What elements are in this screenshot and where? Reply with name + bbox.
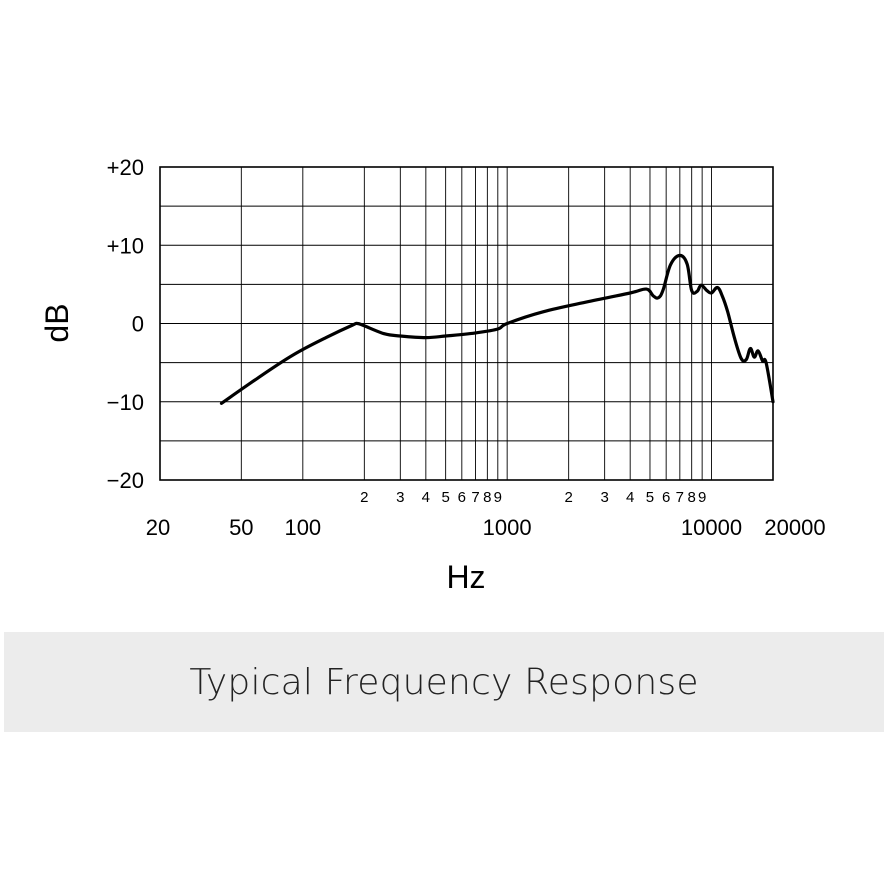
plot-frame: [159, 166, 774, 481]
x-minor-tick-label: 5: [441, 489, 449, 506]
x-minor-tick-label: 5: [646, 489, 654, 506]
x-minor-tick-label: 3: [396, 489, 404, 506]
x-tick-label: 10000: [681, 515, 742, 540]
y-tick-label: +20: [107, 155, 144, 180]
x-minor-tick-label: 4: [626, 489, 634, 506]
x-minor-tick-label: 3: [600, 489, 608, 506]
x-tick-label: 20000: [764, 515, 825, 540]
caption: Typical Frequency Response: [189, 661, 699, 703]
x-minor-tick-label: 8: [688, 489, 696, 506]
x-tick-label: 20: [146, 515, 170, 540]
x-tick-label: 1000: [483, 515, 532, 540]
x-minor-tick-label: 7: [676, 489, 684, 506]
x-minor-tick-label: 4: [422, 489, 430, 506]
x-tick-label: 50: [229, 515, 253, 540]
x-minor-tick-label: 9: [698, 489, 706, 506]
x-minor-tick-label: 7: [471, 489, 479, 506]
y-tick-label: +10: [107, 233, 144, 258]
x-minor-tick-label: 8: [483, 489, 491, 506]
x-minor-tick-label: 9: [494, 489, 502, 506]
x-minor-tick-label: 2: [360, 489, 368, 506]
x-major-tick-labels: 20 50 100 1000 10000 20000: [146, 515, 826, 540]
x-minor-tick-label: 6: [458, 489, 466, 506]
y-tick-labels: +20 +10 0 −10 −20: [107, 155, 144, 493]
response-curve: [219, 253, 775, 405]
x-minor-tick-label: 6: [662, 489, 670, 506]
y-tick-label: 0: [132, 312, 144, 337]
x-axis-label: Hz: [446, 559, 485, 595]
x-minor-tick-label: 2: [564, 489, 572, 506]
y-tick-label: −10: [107, 390, 144, 415]
y-tick-label: −20: [107, 468, 144, 493]
x-tick-label: 100: [284, 515, 321, 540]
caption-bar: Typical Frequency Response: [4, 632, 884, 732]
grid: [160, 166, 773, 481]
y-axis-label: dB: [39, 303, 75, 342]
